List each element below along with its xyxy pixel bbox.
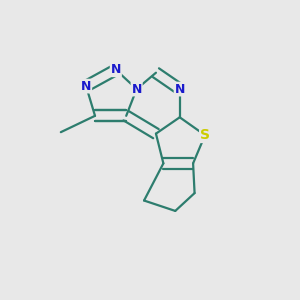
Text: N: N: [81, 80, 91, 93]
Text: S: S: [200, 128, 210, 142]
Text: N: N: [131, 82, 142, 96]
Text: N: N: [175, 82, 185, 96]
Text: N: N: [111, 63, 121, 76]
